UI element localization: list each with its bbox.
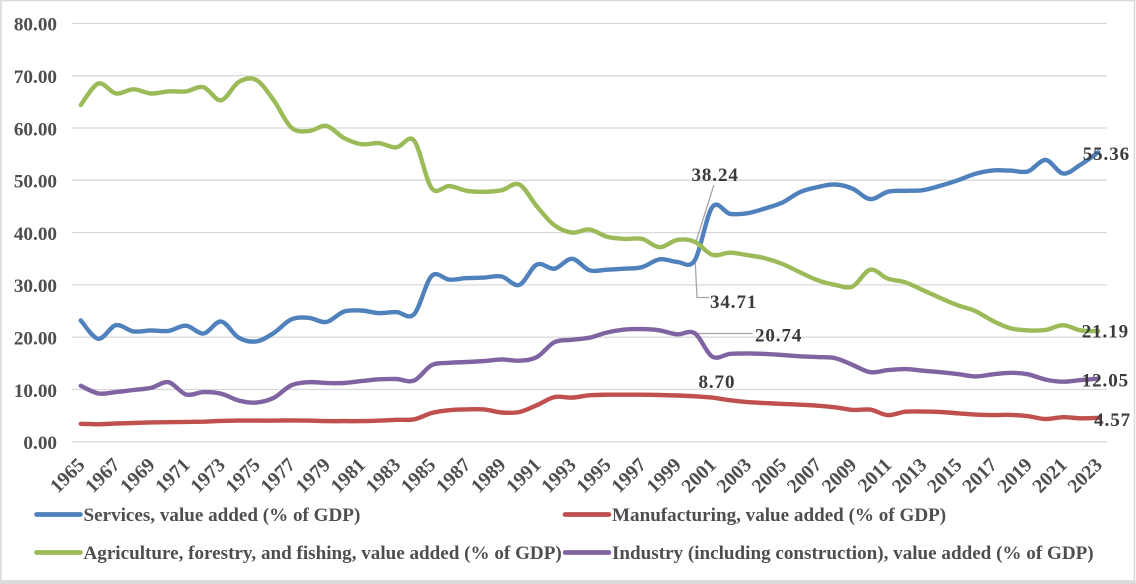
svg-text:Manufacturing, value added (%: Manufacturing, value added (% of GDP): [612, 505, 946, 526]
svg-text:70.00: 70.00: [14, 67, 57, 88]
svg-text:40.00: 40.00: [14, 224, 57, 245]
svg-text:30.00: 30.00: [14, 276, 57, 297]
svg-text:60.00: 60.00: [14, 119, 57, 140]
svg-text:4.57: 4.57: [1094, 410, 1131, 431]
svg-text:21.19: 21.19: [1082, 322, 1129, 343]
svg-text:34.71: 34.71: [710, 292, 757, 313]
svg-text:8.70: 8.70: [699, 372, 736, 393]
svg-text:10.00: 10.00: [14, 381, 57, 402]
svg-text:38.24: 38.24: [692, 165, 739, 186]
svg-text:Agriculture, forestry, and fis: Agriculture, forestry, and fishing, valu…: [84, 543, 562, 564]
svg-text:12.05: 12.05: [1082, 371, 1129, 392]
svg-text:0.00: 0.00: [23, 433, 57, 454]
svg-text:50.00: 50.00: [14, 172, 57, 193]
svg-text:20.74: 20.74: [755, 325, 802, 346]
svg-text:Services, value added (% of GD: Services, value added (% of GDP): [84, 505, 361, 526]
svg-text:Industry (including constructi: Industry (including construction), value…: [612, 543, 1094, 564]
svg-text:20.00: 20.00: [14, 329, 57, 350]
svg-text:80.00: 80.00: [14, 15, 57, 36]
svg-text:55.36: 55.36: [1083, 144, 1130, 165]
